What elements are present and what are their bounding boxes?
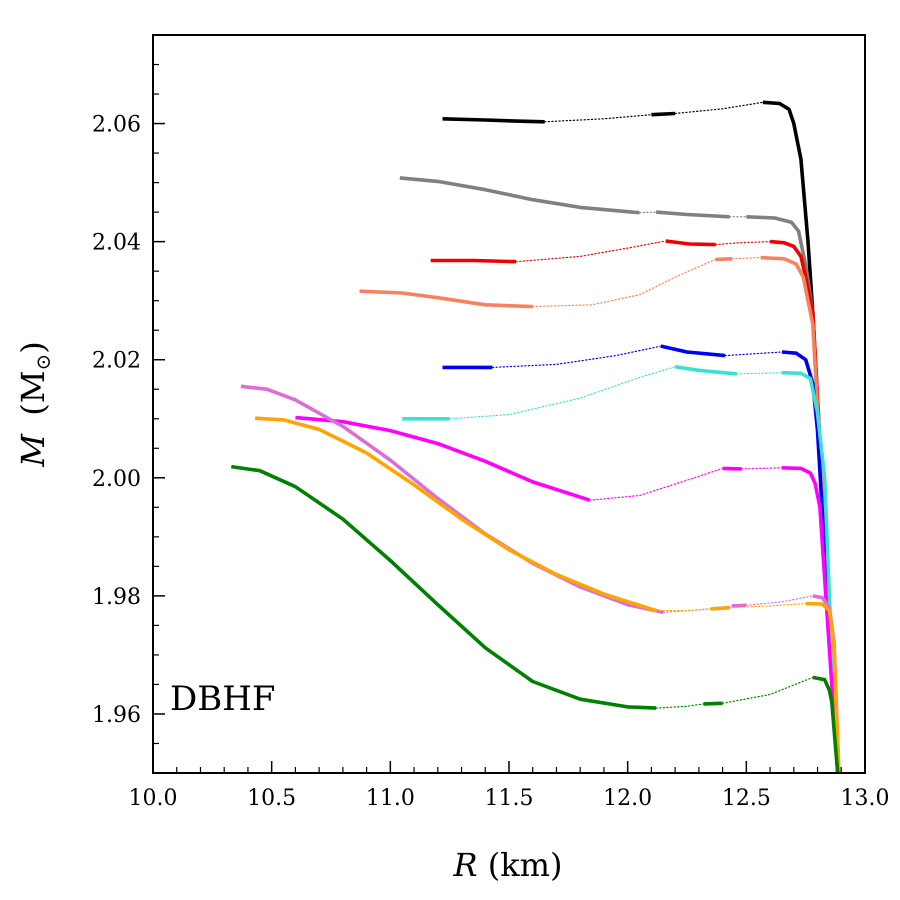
series-black-segment-1 (543, 114, 653, 123)
x-tick-label: 10.5 (247, 786, 296, 811)
series-magenta (295, 415, 840, 774)
series-turquoise-segment-2 (674, 365, 737, 376)
series-green-segment-0 (231, 464, 657, 710)
series-coral-segment-3 (731, 257, 762, 260)
series-red-segment-0 (430, 258, 517, 264)
series-orchid-segment-0 (240, 384, 664, 615)
x-tick-label: 12.5 (722, 786, 771, 811)
series-turquoise-segment-3 (736, 372, 783, 375)
series-orange (254, 416, 841, 774)
series-gray-segment-2 (655, 210, 730, 219)
series-green-segment-1 (655, 703, 705, 709)
series-green-segment-4 (812, 675, 840, 774)
series-turquoise-segment-1 (449, 366, 676, 420)
series-black-segment-2 (651, 111, 676, 117)
plot-frame (152, 34, 866, 774)
series-magenta-segment-1 (589, 467, 724, 501)
series-red-segment-1 (515, 240, 667, 263)
series-red-segment-3 (714, 241, 771, 246)
series-red (430, 239, 840, 774)
series-orchid-segment-2 (732, 603, 747, 608)
series-orange-segment-2 (710, 605, 730, 611)
series-red-segment-4 (769, 239, 840, 774)
series-coral (359, 255, 840, 774)
x-axis-label: R (km) (453, 846, 563, 884)
series-coral-segment-2 (715, 257, 733, 262)
series-orchid-segment-3 (745, 595, 814, 606)
y-tick-label: 2.06 (92, 113, 141, 138)
series-gray-segment-1 (638, 211, 657, 214)
series-coral-segment-0 (359, 289, 533, 309)
series-blue-segment-1 (491, 345, 662, 368)
y-tick-label: 1.98 (92, 585, 141, 610)
series-magenta-segment-2 (722, 466, 742, 471)
x-tick-label: 10.0 (129, 786, 178, 811)
series-green-segment-2 (703, 701, 723, 706)
x-tick-label: 13.0 (841, 786, 890, 811)
series-magenta-segment-0 (295, 415, 591, 502)
series-magenta-segment-4 (781, 466, 840, 774)
series-black-segment-3 (674, 101, 764, 115)
series-blue-segment-2 (660, 344, 726, 358)
x-tick-label: 11.0 (366, 786, 415, 811)
series-black-segment-0 (442, 117, 545, 124)
series-orange-segment-0 (254, 416, 657, 613)
series-coral-segment-4 (760, 255, 840, 774)
y-axis-label: M (M⊙) (14, 341, 55, 467)
y-tick-label: 2.04 (92, 231, 141, 256)
series-gray-segment-0 (399, 176, 640, 215)
x-tick-label: 11.5 (485, 786, 534, 811)
series-green-segment-3 (721, 676, 814, 704)
series-magenta-segment-3 (740, 467, 783, 470)
series-orange-segment-3 (729, 602, 807, 609)
series-blue (442, 344, 840, 774)
annotation-label: DBHF (170, 679, 276, 719)
series-blue-segment-4 (781, 350, 840, 774)
y-tick-label: 2.00 (92, 467, 141, 492)
series-orange-segment-4 (805, 601, 841, 774)
ticks-layer: 10.0 10.5 11.0 11.5 12.0 12.5 13.0 1.96 1.98 2.00… (92, 34, 890, 811)
y-tick-label: 2.02 (92, 349, 141, 374)
series-blue-segment-3 (724, 351, 783, 357)
x-tick-label: 12.0 (603, 786, 652, 811)
series-layer (231, 100, 841, 774)
series-red-segment-2 (665, 239, 716, 247)
series-coral-segment-1 (532, 258, 717, 308)
series-green (231, 464, 840, 774)
series-orange-segment-1 (655, 608, 712, 612)
y-tick-label: 1.96 (92, 703, 141, 728)
